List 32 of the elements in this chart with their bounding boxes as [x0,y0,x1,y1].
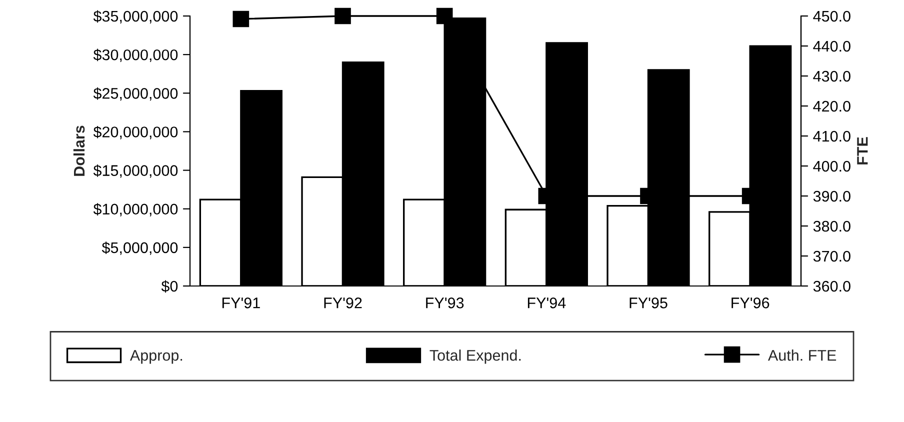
y2-tick-label: 440.0 [813,40,850,52]
y-tick-label: $35,000,000 [93,10,178,24]
legend-label: Approp. [130,350,182,364]
y2-tick-label: 370.0 [813,250,850,262]
y-tick-label: $0 [161,280,178,293]
y2-tick-label: 360.0 [813,280,850,292]
y2-axis-title: FTE [857,137,868,164]
y-tick-label: $25,000,000 [93,87,178,101]
x-tick-label: FY'92 [324,298,362,308]
y-tick-label: $20,000,000 [93,126,178,140]
point [436,8,453,24]
y-tick-label: $15,000,000 [93,164,178,178]
y2-tick-label: 410.0 [813,130,850,142]
x-tick-label: FY'93 [426,298,464,308]
legend-label: Total Expend. [430,350,521,364]
x-tick-label: FY'94 [528,298,566,308]
y-tick-label: $30,000,000 [93,48,178,62]
point [334,8,351,24]
x-tick-label: FY'96 [732,298,770,308]
y2-tick-label: 450.0 [813,10,850,22]
y-axis-title: Dollars [73,126,85,176]
x-tick-label: FY'95 [630,298,668,308]
y2-tick-label: 430.0 [813,70,850,82]
y2-tick-label: 400.0 [813,160,850,172]
y2-tick-label: 380.0 [813,220,850,232]
y2-tick-label: 420.0 [813,100,850,112]
y-tick-label: $10,000,000 [93,203,178,216]
legend-label: Auth. FTE [768,350,836,361]
x-tick-label: FY'91 [222,298,260,308]
point [232,10,250,28]
y-tick-label: $5,000,000 [102,242,178,255]
y2-tick-label: 390.0 [813,190,850,202]
